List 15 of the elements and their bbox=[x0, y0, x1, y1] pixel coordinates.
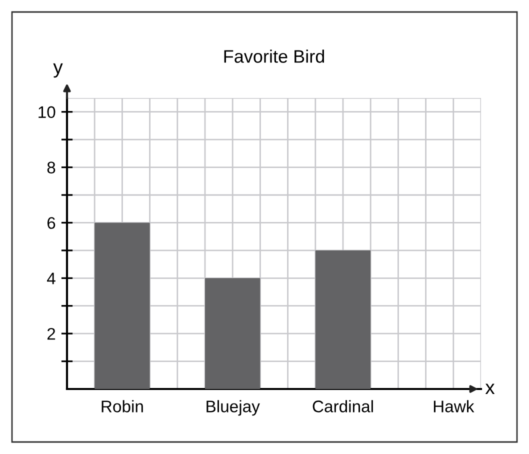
y-tick-label: 2 bbox=[47, 328, 56, 340]
y-axis-title: y bbox=[53, 63, 63, 78]
y-tick-label: 6 bbox=[47, 217, 56, 229]
x-axis-title: x bbox=[485, 384, 495, 394]
x-tick-label: Bluejay bbox=[206, 400, 260, 416]
x-tick-label: Hawk bbox=[434, 400, 474, 412]
x-tick-label: Robin bbox=[102, 400, 143, 412]
y-tick-label: 4 bbox=[47, 272, 56, 284]
y-tick-label: 10 bbox=[38, 106, 56, 118]
y-tick-label: 8 bbox=[47, 162, 56, 174]
bar bbox=[94, 222, 150, 389]
chart-title: Favorite Bird bbox=[224, 50, 324, 63]
bar bbox=[205, 278, 260, 389]
x-tick-label: Cardinal bbox=[312, 400, 373, 412]
bar bbox=[315, 250, 371, 389]
